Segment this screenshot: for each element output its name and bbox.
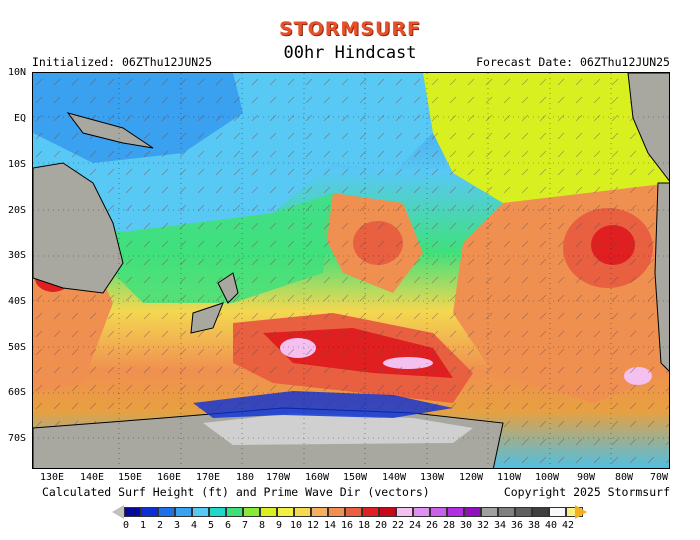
colorbar-label: 26 (425, 520, 439, 531)
lon-label: 160W (305, 472, 330, 483)
colorbar-label: 1 (139, 520, 147, 531)
colorbar-swatch (379, 507, 396, 517)
colorbar-label: 4 (190, 520, 198, 531)
lon-label: 130E (40, 472, 65, 483)
stormsurf-logo: STORMSURF (278, 18, 422, 40)
lat-label: 10N (7, 67, 26, 78)
colorbar-swatch (141, 507, 158, 517)
colorbar-label: 3 (173, 520, 181, 531)
initialized-label: Initialized: 06ZThu12JUN25 (32, 55, 213, 69)
new-zealand (190, 272, 239, 334)
lon-label: 70W (650, 472, 669, 483)
colorbar-swatch (447, 507, 464, 517)
colorbar-swatch (124, 507, 141, 517)
colorbar-swatch (209, 507, 226, 517)
colorbar-swatch (345, 507, 362, 517)
south-america-chile (654, 182, 669, 372)
forecast-title: 00hr Hindcast (283, 43, 417, 63)
colorbar-left-arrow (112, 505, 124, 519)
colorbar-label: 9 (275, 520, 283, 531)
colorbar-swatch (328, 507, 345, 517)
colorbar-swatch (532, 507, 549, 517)
colorbar-label: 14 (323, 520, 337, 531)
colorbar-swatch (192, 507, 209, 517)
colorbar-swatch (481, 507, 498, 517)
colorbar-label: 32 (476, 520, 490, 531)
colorbar-swatch (294, 507, 311, 517)
lon-label: 80W (615, 472, 634, 483)
colorbar-swatch (464, 507, 481, 517)
australia (33, 162, 124, 294)
lat-label: EQ (13, 113, 26, 124)
colorbar-label: 10 (289, 520, 303, 531)
colorbar-label: 28 (442, 520, 456, 531)
colorbar-label: 2 (156, 520, 164, 531)
map-canvas (33, 73, 669, 468)
lon-label: 150E (118, 472, 143, 483)
graticule (33, 73, 669, 468)
colorbar-label: 24 (408, 520, 422, 531)
lon-label: 170W (266, 472, 291, 483)
colorbar-label: 7 (241, 520, 249, 531)
wave-height-map (32, 72, 670, 469)
lon-label: 120W (459, 472, 484, 483)
colorbar-swatch (515, 507, 532, 517)
lat-label: 30S (7, 250, 26, 261)
sea-ice-edge (193, 391, 453, 418)
lat-label: 40S (7, 296, 26, 307)
colorbar-swatch (226, 507, 243, 517)
colorbar-label: 42 (561, 520, 575, 531)
lat-label: 10S (7, 159, 26, 170)
colorbar-label: 12 (306, 520, 320, 531)
lat-label: 50S (7, 342, 26, 353)
lon-label: 130W (420, 472, 445, 483)
map-caption: Calculated Surf Height (ft) and Prime Wa… (42, 485, 430, 499)
colorbar-label: 22 (391, 520, 405, 531)
colorbar-swatch (362, 507, 379, 517)
lon-label: 180 (236, 472, 255, 483)
lon-label: 160E (157, 472, 182, 483)
lon-label: 110W (497, 472, 522, 483)
lon-label: 140E (80, 472, 105, 483)
colorbar-label: 36 (510, 520, 524, 531)
lon-label: 140W (382, 472, 407, 483)
south-america-north (627, 73, 669, 182)
colorbar-swatch (396, 507, 413, 517)
lon-label: 100W (535, 472, 560, 483)
forecast-date-label: Forecast Date: 06ZThu12JUN25 (476, 55, 670, 69)
lon-label: 170E (196, 472, 221, 483)
colorbar-swatch (260, 507, 277, 517)
colorbar-swatch (498, 507, 515, 517)
colorbar-label: 34 (493, 520, 507, 531)
colorbar-right-arrow (575, 505, 587, 519)
colorbar-label: 5 (207, 520, 215, 531)
lon-label: 90W (577, 472, 596, 483)
colorbar-swatch (549, 507, 566, 517)
colorbar-label: 18 (357, 520, 371, 531)
colorbar-swatch (311, 507, 328, 517)
lat-label: 20S (7, 205, 26, 216)
colorbar-label: 0 (122, 520, 130, 531)
lat-label: 60S (7, 387, 26, 398)
colorbar-label: 40 (544, 520, 558, 531)
colorbar-label: 30 (459, 520, 473, 531)
colorbar-swatch (158, 507, 175, 517)
new-guinea (66, 112, 154, 149)
colorbar-swatch (277, 507, 294, 517)
lat-label: 70S (7, 433, 26, 444)
colorbar-label: 38 (527, 520, 541, 531)
colorbar-label: 16 (340, 520, 354, 531)
colorbar-label: 6 (224, 520, 232, 531)
colorbar-label: 8 (258, 520, 266, 531)
colorbar-label: 20 (374, 520, 388, 531)
colorbar-swatch (430, 507, 447, 517)
ice-shelf (203, 413, 473, 445)
colorbar-swatch (413, 507, 430, 517)
lon-label: 150W (343, 472, 368, 483)
copyright: Copyright 2025 Stormsurf (503, 485, 670, 499)
colorbar-swatch (175, 507, 192, 517)
colorbar-swatch (243, 507, 260, 517)
